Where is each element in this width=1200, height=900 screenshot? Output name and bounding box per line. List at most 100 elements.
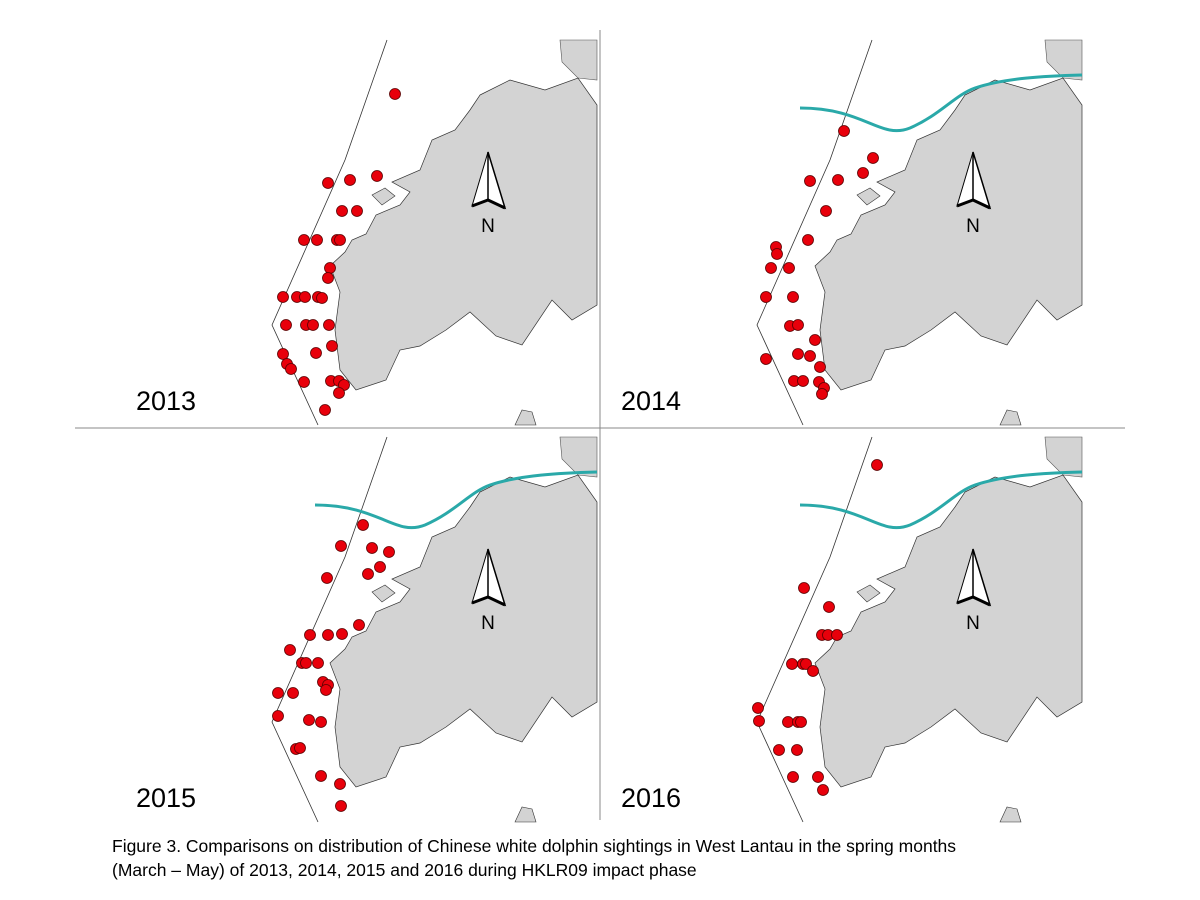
sighting: [300, 657, 312, 669]
sighting: [298, 234, 310, 246]
caption: (March – May) of 2013, 2014, 2015 and 20…: [112, 860, 697, 880]
sighting: [800, 658, 812, 670]
sighting: [795, 716, 807, 728]
sighting: [335, 800, 347, 812]
sighting: [284, 644, 296, 656]
sighting: [322, 177, 334, 189]
panel-year: 2015: [136, 783, 196, 813]
sighting: [812, 771, 824, 783]
sighting: [336, 628, 348, 640]
sighting: [820, 205, 832, 217]
caption: Figure 3. Comparisons on distribution of…: [112, 836, 956, 856]
basemap: [755, 435, 1084, 824]
sighting: [304, 629, 316, 641]
sighting: [277, 291, 289, 303]
sighting: [804, 350, 816, 362]
sighting: [753, 715, 765, 727]
basemap: [270, 38, 599, 427]
sighting: [312, 657, 324, 669]
sighting: [383, 546, 395, 558]
sighting: [335, 540, 347, 552]
sighting: [294, 742, 306, 754]
sighting: [277, 348, 289, 360]
sighting: [760, 291, 772, 303]
sighting: [773, 744, 785, 756]
basemap: [755, 38, 1084, 427]
sighting: [287, 687, 299, 699]
sighting: [321, 572, 333, 584]
sighting: [787, 291, 799, 303]
north-label: N: [481, 216, 495, 237]
sighting: [816, 388, 828, 400]
sighting: [792, 348, 804, 360]
sighting: [353, 619, 365, 631]
sighting: [802, 234, 814, 246]
sighting: [831, 629, 843, 641]
sighting: [374, 561, 386, 573]
sighting: [319, 404, 331, 416]
sighting: [823, 601, 835, 613]
sighting: [344, 174, 356, 186]
sighting: [322, 272, 334, 284]
sighting: [832, 174, 844, 186]
sighting: [807, 665, 819, 677]
sighting: [771, 248, 783, 260]
sighting: [303, 714, 315, 726]
sighting: [752, 702, 764, 714]
sighting: [817, 784, 829, 796]
sighting: [334, 778, 346, 790]
sighting: [838, 125, 850, 137]
sighting: [797, 375, 809, 387]
sighting: [389, 88, 401, 100]
sighting: [315, 770, 327, 782]
north-label: N: [966, 216, 980, 237]
north-label: N: [966, 613, 980, 634]
panel-year: 2013: [136, 386, 196, 416]
sighting: [783, 262, 795, 274]
sighting: [362, 568, 374, 580]
sighting: [307, 319, 319, 331]
sighting: [333, 387, 345, 399]
sighting: [371, 170, 383, 182]
north-label: N: [481, 613, 495, 634]
sighting: [324, 262, 336, 274]
sighting: [322, 629, 334, 641]
sighting: [310, 347, 322, 359]
sighting: [857, 167, 869, 179]
sighting: [315, 716, 327, 728]
sighting: [804, 175, 816, 187]
sighting: [787, 771, 799, 783]
sighting: [311, 234, 323, 246]
map-panel: 2014 N: [621, 38, 1084, 427]
basemap: [270, 435, 599, 824]
map-panel: 2016 N: [621, 435, 1084, 824]
map-panel: 2015 N: [136, 435, 599, 824]
sighting: [285, 363, 297, 375]
sighting: [792, 319, 804, 331]
sighting: [323, 319, 335, 331]
sighting: [871, 459, 883, 471]
sighting: [272, 687, 284, 699]
sighting: [272, 710, 284, 722]
sighting: [298, 376, 310, 388]
sighting: [814, 361, 826, 373]
sighting: [320, 684, 332, 696]
sighting: [791, 744, 803, 756]
sighting: [316, 292, 328, 304]
map-panel: 2013 N: [136, 38, 599, 427]
sighting: [867, 152, 879, 164]
sighting: [798, 582, 810, 594]
sighting: [357, 519, 369, 531]
panel-year: 2016: [621, 783, 681, 813]
sighting: [336, 205, 348, 217]
sighting: [809, 334, 821, 346]
sighting: [326, 340, 338, 352]
sighting: [786, 658, 798, 670]
sighting: [299, 291, 311, 303]
sighting: [760, 353, 772, 365]
sighting: [280, 319, 292, 331]
sighting: [334, 234, 346, 246]
panel-year: 2014: [621, 386, 681, 416]
